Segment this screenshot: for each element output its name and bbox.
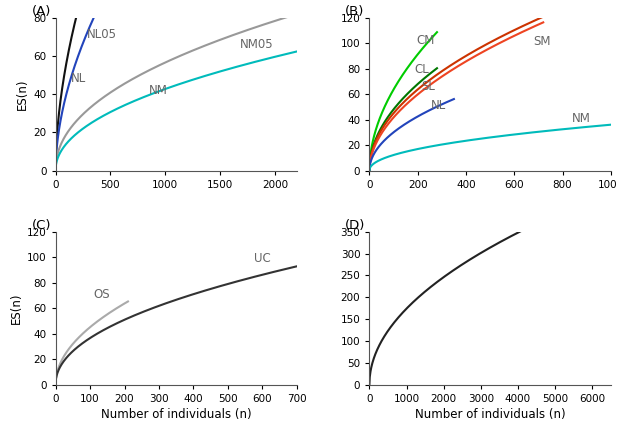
Text: UC: UC [254, 252, 271, 265]
Y-axis label: ES(n): ES(n) [10, 292, 23, 324]
Y-axis label: ES(n): ES(n) [16, 78, 29, 110]
Text: (B): (B) [346, 5, 365, 19]
Text: NL05: NL05 [88, 28, 117, 42]
Text: (C): (C) [31, 219, 51, 232]
Text: CM: CM [416, 34, 435, 47]
Text: NM: NM [149, 84, 168, 97]
X-axis label: Number of individuals (n): Number of individuals (n) [415, 408, 565, 421]
Text: SL: SL [421, 80, 435, 93]
Text: (A): (A) [31, 5, 51, 19]
X-axis label: Number of individuals (n): Number of individuals (n) [101, 408, 252, 421]
Text: NL: NL [431, 99, 446, 112]
Text: NL: NL [71, 72, 86, 85]
Text: (D): (D) [346, 219, 366, 232]
Text: NM05: NM05 [240, 38, 273, 51]
Text: SM: SM [534, 35, 551, 48]
Text: OS: OS [93, 288, 110, 301]
Text: CL: CL [414, 63, 429, 76]
Text: NM: NM [572, 112, 591, 125]
